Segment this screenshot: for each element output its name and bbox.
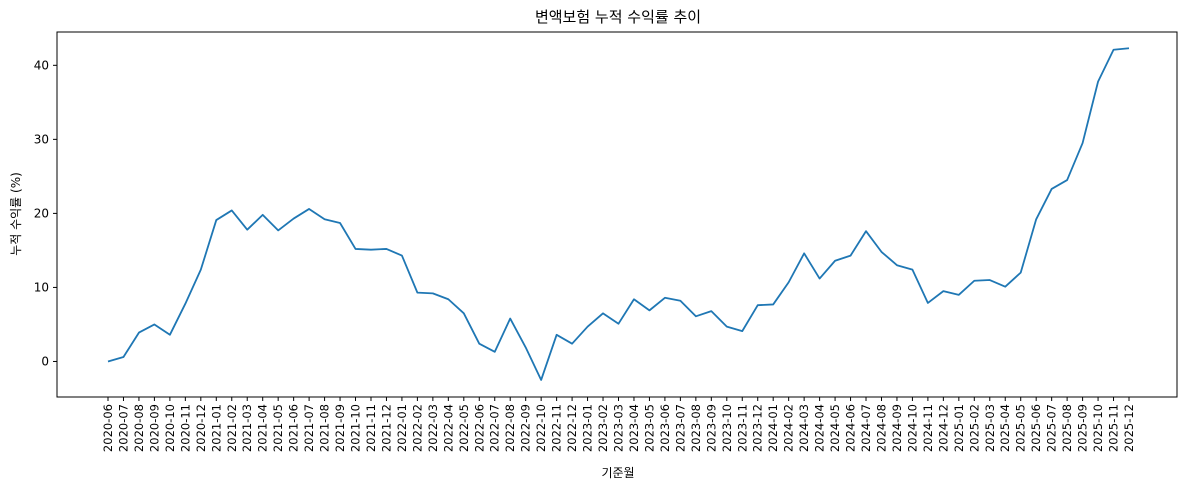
y-tick-label: 40	[34, 58, 49, 72]
x-tick-label: 2022-07	[488, 404, 502, 452]
x-tick-label: 2023-07	[673, 404, 687, 452]
x-tick-label: 2024-11	[921, 404, 935, 452]
x-tick-label: 2020-11	[178, 404, 192, 452]
x-tick-label: 2025-06	[1029, 404, 1043, 452]
x-tick-label: 2024-01	[766, 404, 780, 452]
x-tick-label: 2024-04	[813, 404, 827, 452]
x-tick-label: 2020-08	[132, 404, 146, 452]
x-tick-label: 2025-09	[1076, 404, 1090, 452]
x-tick-label: 2025-10	[1091, 404, 1105, 452]
y-tick-label: 10	[34, 280, 49, 294]
x-tick-label: 2025-12	[1122, 404, 1136, 452]
x-tick-label: 2022-01	[395, 404, 409, 452]
x-tick-label: 2025-11	[1107, 404, 1121, 452]
y-tick-label: 0	[41, 354, 49, 368]
x-tick-label: 2021-02	[225, 404, 239, 452]
chart-title: 변액보험 누적 수익률 추이	[535, 8, 701, 26]
x-tick-label: 2024-09	[890, 404, 904, 452]
x-tick-label: 2022-11	[550, 404, 564, 452]
x-tick-label: 2021-01	[209, 404, 223, 452]
x-tick-label: 2022-06	[472, 404, 486, 452]
x-tick-label: 2023-01	[581, 404, 595, 452]
x-tick-label: 2021-11	[364, 404, 378, 452]
x-tick-label: 2023-04	[627, 404, 641, 452]
x-tick-label: 2023-06	[658, 404, 672, 452]
x-tick-label: 2021-07	[302, 404, 316, 452]
x-tick-label: 2024-08	[874, 404, 888, 452]
x-tick-label: 2023-11	[735, 404, 749, 452]
x-tick-label: 2022-05	[457, 404, 471, 452]
x-tick-label: 2022-03	[426, 404, 440, 452]
x-tick-label: 2025-08	[1060, 404, 1074, 452]
x-tick-label: 2022-04	[441, 404, 455, 452]
x-tick-label: 2022-08	[503, 404, 517, 452]
x-axis-label: 기준월	[601, 466, 634, 480]
y-tick-label: 20	[34, 206, 49, 220]
x-tick-label: 2021-10	[349, 404, 363, 452]
x-tick-label: 2023-02	[596, 404, 610, 452]
x-tick-label: 2024-03	[797, 404, 811, 452]
x-tick-label: 2021-12	[379, 404, 393, 452]
x-tick-label: 2020-12	[194, 404, 208, 452]
x-tick-label: 2025-02	[967, 404, 981, 452]
x-tick-label: 2021-04	[256, 404, 270, 452]
series-line	[107, 47, 1130, 381]
x-tick-label: 2024-02	[782, 404, 796, 452]
x-tick-label: 2023-12	[751, 404, 765, 452]
x-tick-label: 2022-09	[519, 404, 533, 452]
x-tick-label: 2021-06	[287, 404, 301, 452]
x-tick-label: 2020-07	[116, 404, 130, 452]
x-tick-label: 2025-04	[998, 404, 1012, 452]
x-tick-label: 2025-05	[1014, 404, 1028, 452]
plot-frame	[56, 31, 1178, 398]
x-tick-label: 2021-03	[240, 404, 254, 452]
x-tick-label: 2022-12	[565, 404, 579, 452]
x-tick-label: 2022-10	[534, 404, 548, 452]
x-tick-label: 2021-05	[271, 404, 285, 452]
x-tick-label: 2020-06	[101, 404, 115, 452]
x-tick-label: 2021-08	[318, 404, 332, 452]
x-tick-label: 2023-08	[689, 404, 703, 452]
x-tick-label: 2024-12	[936, 404, 950, 452]
x-tick-label: 2025-01	[952, 404, 966, 452]
x-tick-label: 2021-09	[333, 404, 347, 452]
x-tick-label: 2023-03	[612, 404, 626, 452]
x-tick-label: 2023-05	[642, 404, 656, 452]
x-tick-label: 2022-02	[410, 404, 424, 452]
x-tick-label: 2020-10	[163, 404, 177, 452]
x-tick-label: 2025-03	[983, 404, 997, 452]
y-axis-label: 누적 수익률 (%)	[9, 172, 23, 256]
x-tick-label: 2024-10	[905, 404, 919, 452]
x-tick-label: 2024-07	[859, 404, 873, 452]
x-tick-label: 2024-06	[844, 404, 858, 452]
x-tick-label: 2023-09	[704, 404, 718, 452]
x-tick-label: 2023-10	[720, 404, 734, 452]
x-tick-label: 2020-09	[147, 404, 161, 452]
y-tick-label: 30	[34, 132, 49, 146]
x-tick-label: 2025-07	[1045, 404, 1059, 452]
x-tick-label: 2024-05	[828, 404, 842, 452]
